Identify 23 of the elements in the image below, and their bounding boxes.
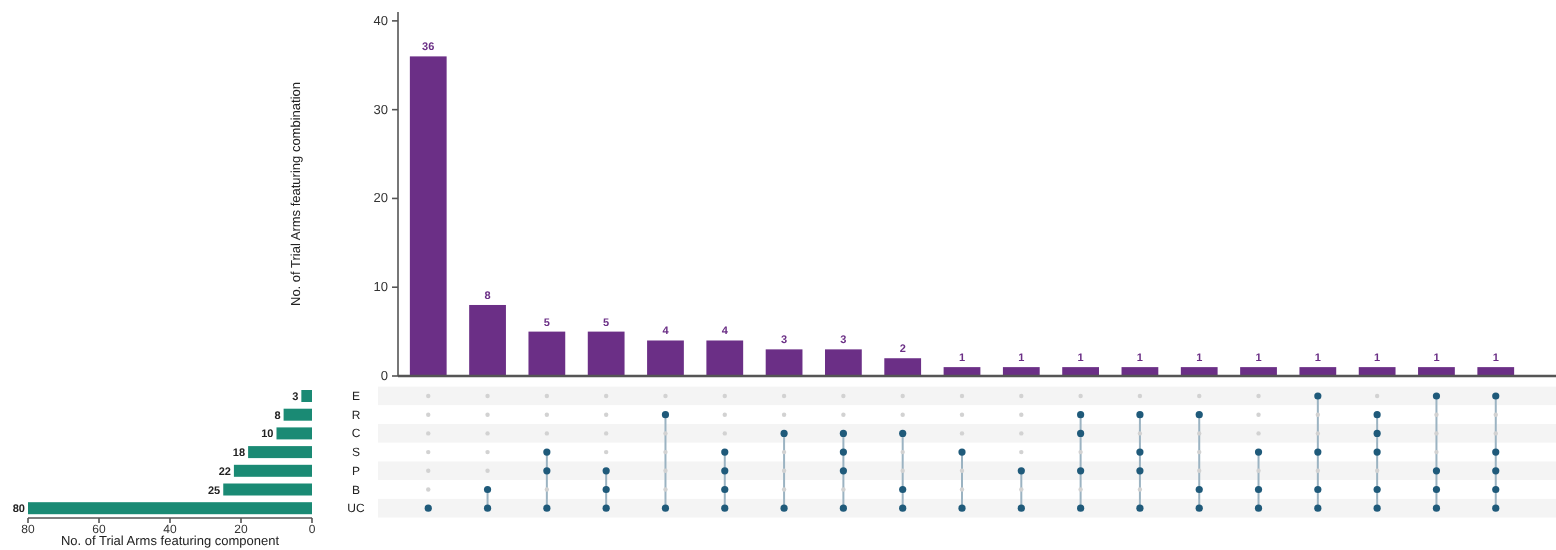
bar — [1358, 367, 1396, 376]
bar — [765, 349, 803, 376]
bar — [248, 446, 312, 459]
bar — [706, 340, 744, 376]
bar — [1062, 367, 1099, 376]
bar — [276, 427, 312, 440]
bar — [1418, 367, 1455, 376]
bar — [528, 331, 566, 376]
bar — [223, 483, 312, 496]
bar — [884, 358, 922, 376]
bar — [587, 331, 625, 376]
bar — [233, 464, 312, 477]
bar — [1180, 367, 1218, 376]
bar — [409, 56, 447, 376]
bar — [1477, 367, 1515, 376]
bar — [825, 349, 862, 376]
bar — [647, 340, 684, 376]
bar — [1240, 367, 1277, 376]
bar — [1002, 367, 1040, 376]
bar — [283, 408, 312, 421]
bar — [1299, 367, 1337, 376]
bar — [301, 390, 312, 402]
bar — [469, 304, 506, 376]
